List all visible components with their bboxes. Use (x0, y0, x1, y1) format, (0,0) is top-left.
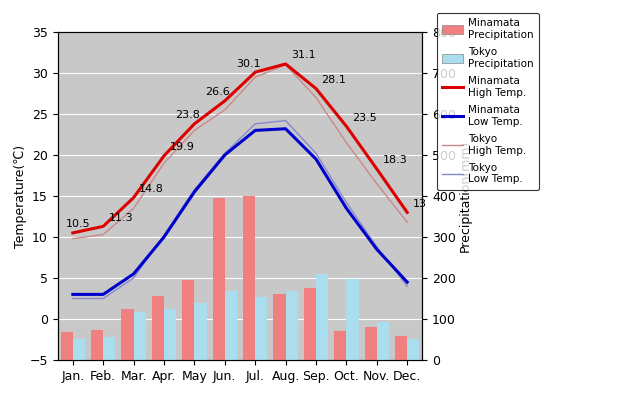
Y-axis label: Temperature(℃): Temperature(℃) (13, 144, 27, 248)
Text: 23.5: 23.5 (352, 113, 377, 123)
Bar (225, 291, 237, 360)
Bar (377, 322, 389, 360)
Text: 13: 13 (413, 199, 427, 209)
Bar (273, 294, 285, 360)
Text: 19.9: 19.9 (170, 142, 195, 152)
Bar (316, 274, 328, 360)
Bar (212, 198, 225, 360)
Text: 10.5: 10.5 (66, 219, 90, 229)
Text: 26.6: 26.6 (205, 87, 230, 97)
Bar (122, 309, 134, 360)
Bar (195, 304, 207, 360)
Bar (395, 336, 407, 360)
Text: 28.1: 28.1 (321, 75, 346, 85)
Bar (243, 196, 255, 360)
Bar (61, 332, 73, 360)
Y-axis label: Precipitation(mm): Precipitation(mm) (459, 140, 472, 252)
Text: 11.3: 11.3 (109, 213, 133, 223)
Bar (103, 337, 115, 360)
Bar (152, 296, 164, 360)
Bar (346, 279, 358, 360)
Text: 14.8: 14.8 (139, 184, 164, 194)
Text: 18.3: 18.3 (382, 155, 407, 165)
Text: 30.1: 30.1 (236, 59, 260, 69)
Bar (73, 339, 85, 360)
Bar (304, 288, 316, 360)
Bar (365, 327, 377, 360)
Legend: Minamata
Precipitation, Tokyo
Precipitation, Minamata
High Temp., Minamata
Low T: Minamata Precipitation, Tokyo Precipitat… (437, 13, 540, 190)
Bar (255, 297, 268, 360)
Text: 31.1: 31.1 (291, 50, 316, 60)
Bar (134, 312, 146, 360)
Bar (285, 291, 298, 360)
Bar (407, 339, 419, 360)
Text: 23.8: 23.8 (175, 110, 200, 120)
Bar (182, 280, 195, 360)
Bar (334, 331, 346, 360)
Bar (91, 330, 103, 360)
Bar (164, 309, 176, 360)
